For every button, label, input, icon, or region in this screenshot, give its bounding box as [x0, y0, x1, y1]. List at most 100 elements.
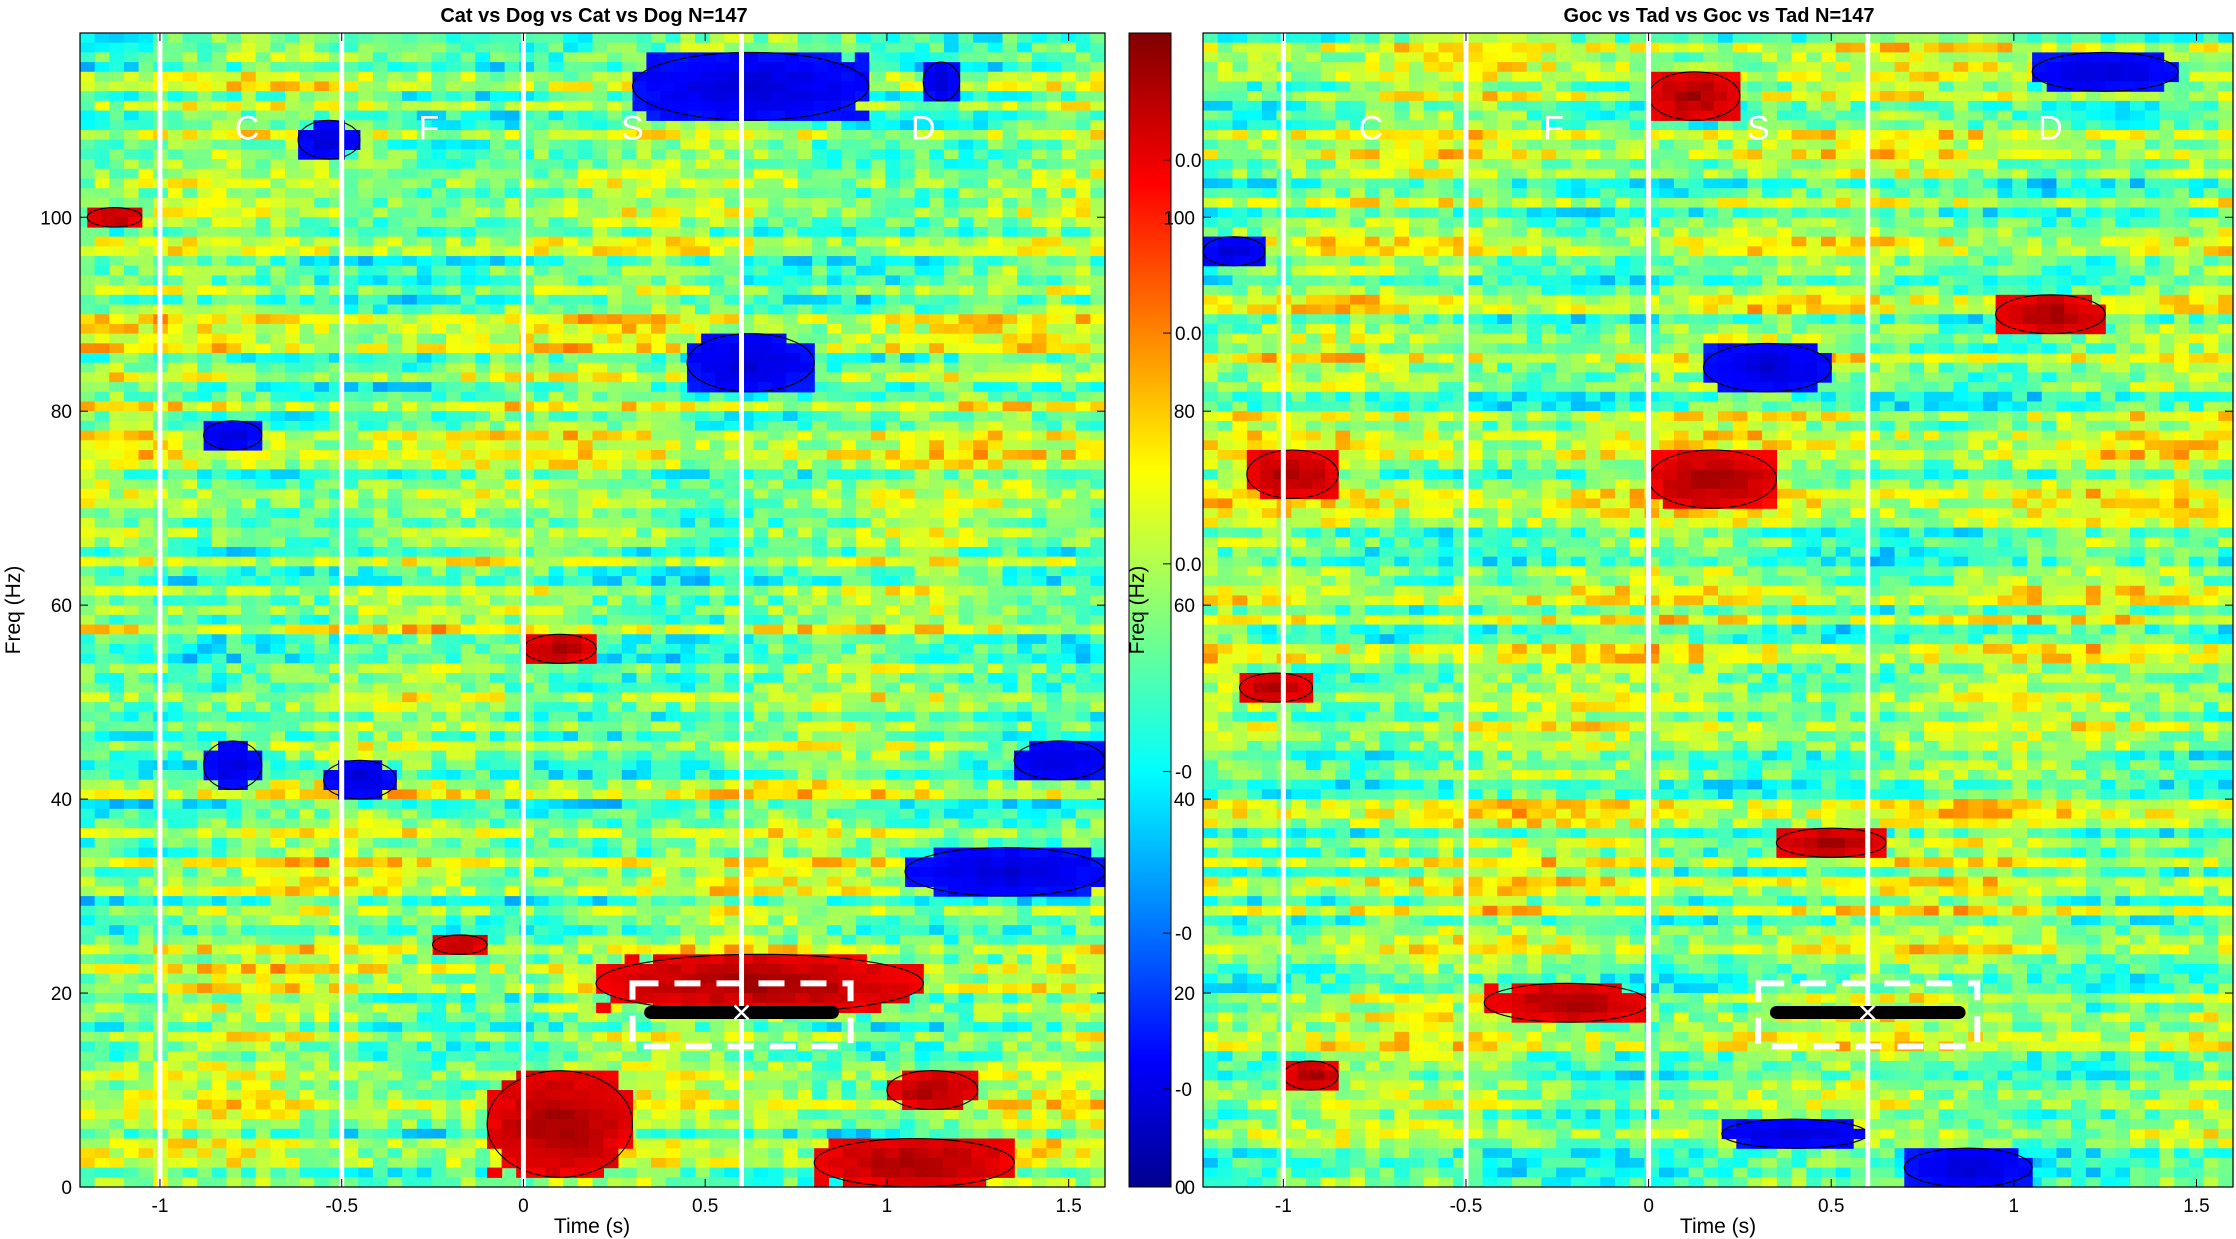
- heatmap-cell: [226, 178, 242, 189]
- heatmap-cell: [695, 517, 711, 529]
- heatmap-cell: [665, 256, 681, 267]
- heatmap-cell: [182, 314, 198, 325]
- heatmap-cell: [358, 721, 374, 732]
- heatmap-cell: [1031, 673, 1048, 684]
- heatmap-cell: [826, 333, 843, 344]
- heatmap-cell: [109, 479, 125, 490]
- heatmap-cell: [80, 576, 96, 587]
- heatmap-cell: [182, 508, 198, 519]
- heatmap-cell: [123, 469, 140, 480]
- heatmap-cell: [416, 304, 433, 315]
- heatmap-cell: [914, 702, 930, 713]
- heatmap-cell: [80, 401, 96, 412]
- heatmap-cell: [504, 673, 520, 684]
- heatmap-cell: [621, 624, 638, 635]
- heatmap-cell: [695, 304, 711, 315]
- heatmap-cell: [768, 517, 784, 529]
- heatmap-cell: [299, 440, 315, 451]
- heatmap-cell: [197, 304, 213, 315]
- heatmap-cell: [416, 256, 433, 267]
- heatmap-cell: [138, 721, 154, 732]
- heatmap-cell: [724, 401, 740, 412]
- heatmap-cell: [900, 149, 916, 160]
- heatmap-cell: [328, 256, 345, 267]
- heatmap-cell: [402, 62, 418, 73]
- heatmap-cell: [826, 391, 843, 403]
- heatmap-cell: [80, 546, 96, 558]
- heatmap-cell: [841, 217, 857, 228]
- heatmap-cell: [431, 294, 447, 306]
- heatmap-cell: [358, 168, 374, 180]
- heatmap-cell: [167, 226, 184, 238]
- heatmap-cell: [533, 411, 550, 422]
- heatmap-cell: [812, 556, 828, 567]
- heatmap-cell: [167, 372, 184, 383]
- heatmap-cell: [343, 343, 359, 354]
- heatmap-cell: [416, 314, 433, 325]
- heatmap-cell: [416, 391, 433, 403]
- heatmap-cell: [1017, 246, 1033, 257]
- heatmap-cell: [621, 217, 638, 228]
- heatmap-cell: [1031, 682, 1048, 694]
- heatmap-cell: [914, 653, 930, 664]
- heatmap-cell: [665, 353, 681, 364]
- heatmap-cell: [475, 226, 491, 238]
- heatmap-cell: [885, 129, 901, 141]
- heatmap-cell: [812, 430, 828, 441]
- heatmap-cell: [123, 62, 140, 73]
- heatmap-cell: [285, 139, 301, 150]
- heatmap-cell: [358, 595, 374, 606]
- heatmap-cell: [343, 566, 359, 577]
- heatmap-cell: [285, 81, 301, 92]
- heatmap-cell: [372, 188, 389, 199]
- heatmap-cell: [167, 275, 184, 286]
- heatmap-cell: [621, 226, 638, 238]
- heatmap-cell: [577, 430, 594, 441]
- heatmap-cell: [1002, 217, 1018, 228]
- heatmap-cell: [1061, 353, 1077, 364]
- heatmap-cell: [314, 33, 330, 44]
- heatmap-cell: [1002, 188, 1018, 199]
- heatmap-cell: [695, 217, 711, 228]
- heatmap-cell: [533, 605, 550, 616]
- heatmap-cell: [109, 372, 125, 383]
- heatmap-cell: [607, 71, 623, 83]
- heatmap-cell: [768, 508, 784, 519]
- heatmap-cell: [973, 605, 989, 616]
- heatmap-cell: [211, 236, 228, 247]
- heatmap-cell: [841, 314, 857, 325]
- heatmap-cell: [812, 673, 828, 684]
- heatmap-cell: [314, 314, 330, 325]
- heatmap-cell: [109, 178, 125, 189]
- heatmap-cell: [826, 188, 843, 199]
- heatmap-cell: [1090, 643, 1106, 655]
- heatmap-cell: [665, 343, 681, 354]
- heatmap-cell: [812, 401, 828, 412]
- heatmap-cell: [123, 605, 140, 616]
- heatmap-cell: [109, 430, 125, 441]
- heatmap-cell: [607, 401, 623, 412]
- heatmap-cell: [885, 294, 901, 306]
- heatmap-cell: [372, 430, 389, 441]
- heatmap-cell: [680, 614, 696, 626]
- heatmap-cell: [958, 585, 974, 597]
- heatmap-cell: [607, 149, 623, 160]
- heatmap-cell: [285, 188, 301, 199]
- heatmap-cell: [241, 391, 257, 403]
- heatmap-cell: [563, 52, 579, 63]
- heatmap-cell: [577, 673, 594, 684]
- heatmap-cell: [1046, 362, 1062, 374]
- heatmap-cell: [255, 479, 271, 490]
- heatmap-cell: [856, 149, 872, 160]
- heatmap-cell: [1046, 653, 1062, 664]
- heatmap-cell: [138, 52, 154, 63]
- heatmap-cell: [577, 226, 594, 238]
- heatmap-cell: [123, 508, 140, 519]
- heatmap-cell: [636, 624, 652, 635]
- heatmap-cell: [533, 343, 550, 354]
- heatmap-cell: [929, 488, 945, 500]
- heatmap-cell: [900, 527, 916, 538]
- heatmap-cell: [548, 702, 564, 713]
- heatmap-cell: [1061, 304, 1077, 315]
- heatmap-cell: [197, 139, 213, 150]
